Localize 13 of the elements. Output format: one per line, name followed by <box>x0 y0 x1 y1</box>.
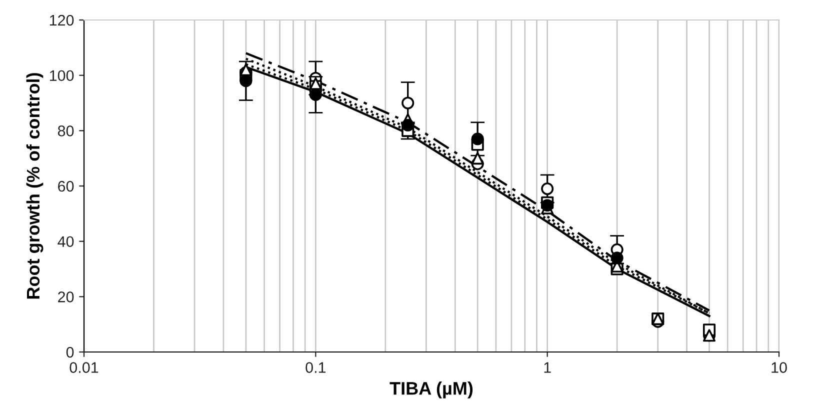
x-tick-label: 1 <box>544 362 551 373</box>
y-tick-label: 0 <box>66 346 74 358</box>
x-axis-title: TIBA (µM) <box>390 382 473 398</box>
y-tick-label: 100 <box>50 70 74 82</box>
x-tick-label: 0.01 <box>70 362 98 373</box>
x-tick-label: 10 <box>772 362 787 373</box>
y-tick-label: 120 <box>50 14 74 26</box>
y-tick-label: 20 <box>58 292 74 302</box>
y-tick-label: 80 <box>58 126 74 136</box>
y-axis-title: Root growth (% of control) <box>26 73 44 299</box>
x-tick-label: 0.1 <box>306 362 326 373</box>
y-tick-label: 40 <box>58 236 74 248</box>
y-tick-label: 60 <box>58 180 74 192</box>
